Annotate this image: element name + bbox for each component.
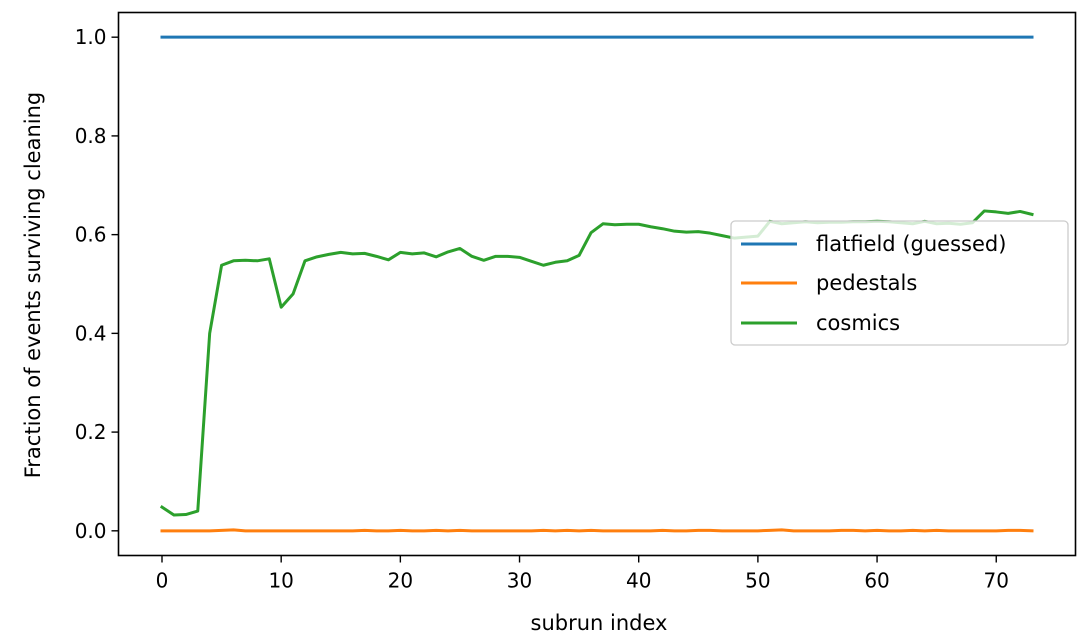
- legend: flatfield (guessed) pedestals cosmics: [730, 220, 1069, 346]
- y-tick-label: 0.2: [75, 420, 107, 444]
- x-tick-label: 40: [626, 569, 651, 593]
- plot-frame: [117, 11, 1077, 557]
- x-tick-label: 50: [745, 569, 770, 593]
- y-tick-label: 0.4: [75, 321, 107, 345]
- x-tick-label: 30: [507, 569, 532, 593]
- legend-label-cosmics: cosmics: [816, 311, 900, 335]
- y-tick-label: 0.8: [75, 124, 107, 148]
- x-tick-label: 10: [268, 569, 293, 593]
- y-axis-label: Fraction of events surviving cleaning: [21, 92, 45, 479]
- x-tick-label: 60: [864, 569, 889, 593]
- series-line-pedestals: [160, 528, 1034, 533]
- y-tick-label: 0.6: [75, 223, 107, 247]
- legend-label-pedestals: pedestals: [816, 271, 917, 295]
- legend-label-flatfield: flatfield (guessed): [816, 232, 1006, 256]
- x-tick-label: 70: [984, 569, 1009, 593]
- legend-box: [730, 220, 1069, 346]
- y-tick-label: 1.0: [75, 25, 107, 49]
- x-tick-label: 0: [156, 569, 169, 593]
- x-axis-label: subrun index: [531, 611, 668, 635]
- y-tick-label: 0.0: [75, 519, 107, 543]
- x-tick-label: 20: [388, 569, 413, 593]
- ticks-layer: 0 10 20 30 40 50 60 70 0.0 0.2 0.4 0.6 0.8 1.0: [75, 25, 1009, 592]
